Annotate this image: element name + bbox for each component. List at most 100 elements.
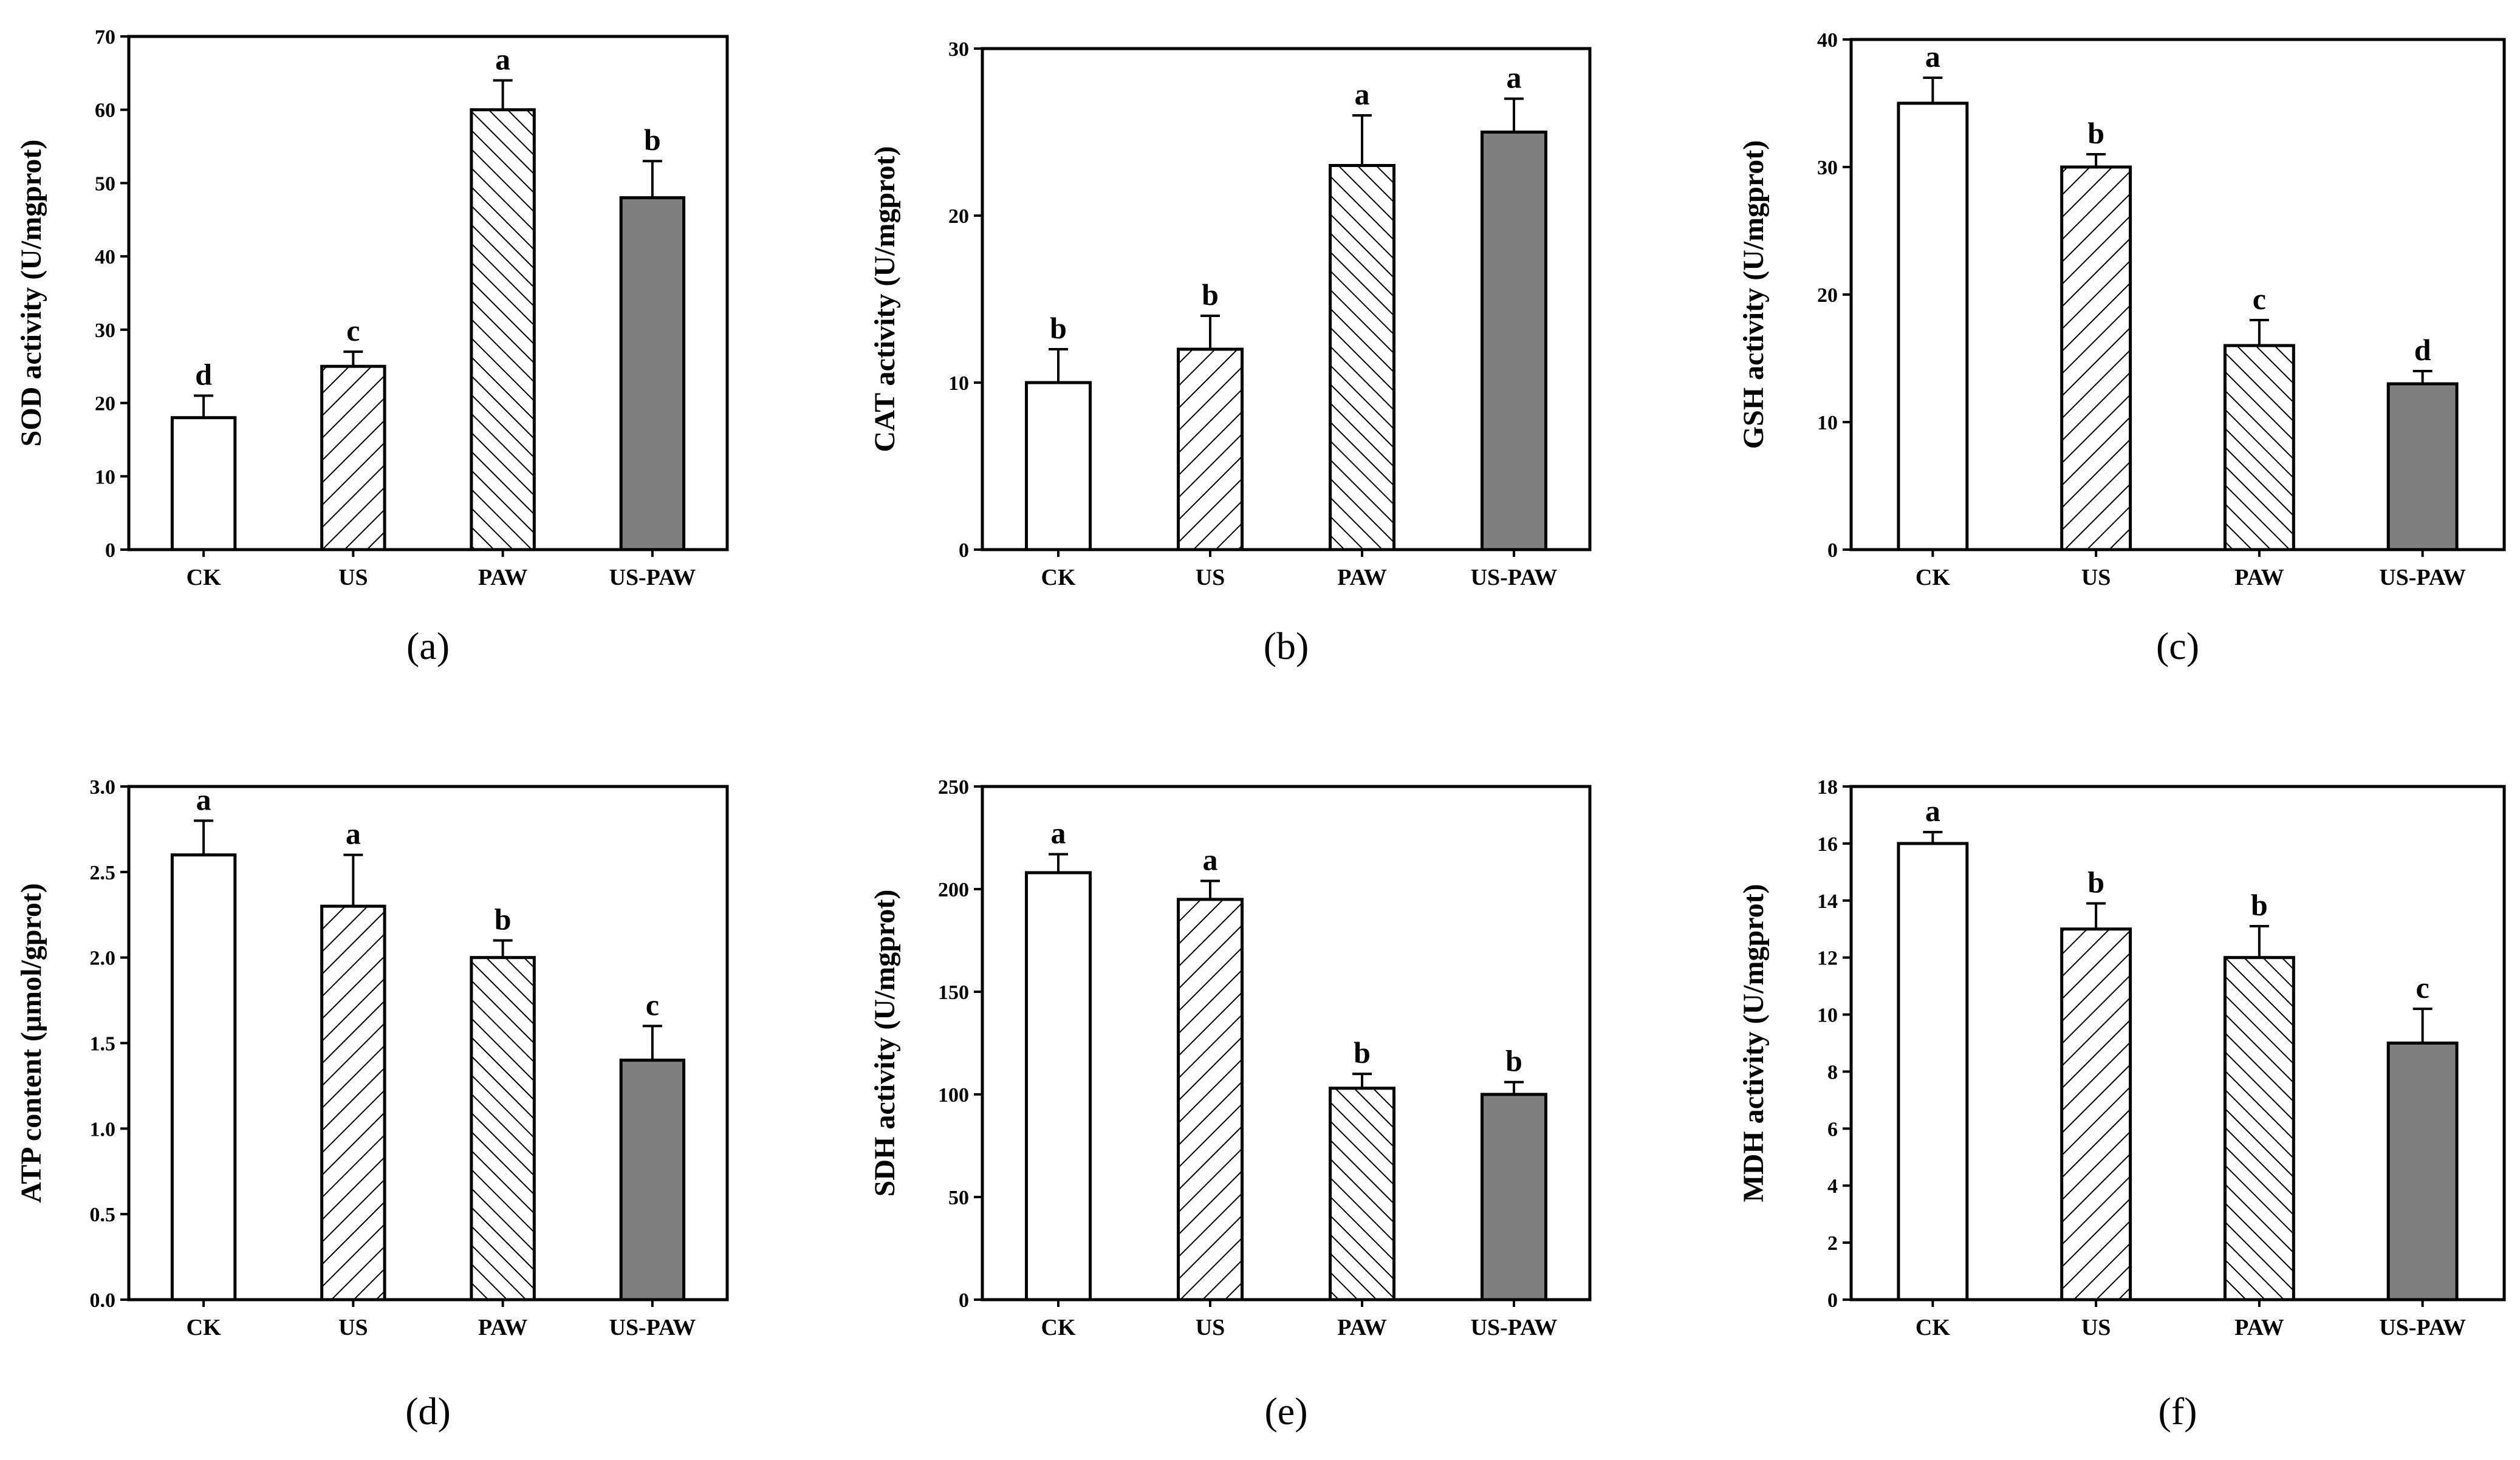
significance-letter: d (2414, 333, 2431, 367)
y-tick-label: 40 (95, 246, 115, 268)
y-tick-label: 20 (1817, 284, 1838, 307)
y-axis-title: GSH activity (U/mgprot) (1738, 140, 1770, 449)
y-axis-title: CAT activity (U/mgprot) (869, 146, 901, 452)
bar (170, 853, 237, 1301)
bar (1897, 101, 1969, 551)
bar (470, 956, 536, 1301)
category-label: US (2081, 1315, 2111, 1340)
y-axis-title: SDH activity (U/mgprot) (869, 890, 901, 1197)
y-tick-label: 30 (1817, 157, 1838, 179)
bar (1025, 871, 1092, 1301)
y-tick-label: 20 (948, 205, 969, 228)
chart-panel: 0.0 0.5 1.0 1.5 2.0 2.5 3.0 ATP content (μmol/g… (15, 776, 729, 1433)
y-axis-title: ATP content (μmol/gprot) (15, 883, 47, 1203)
y-tick-label: 250 (938, 776, 969, 799)
category-label: PAW (1337, 565, 1387, 590)
category-label: US (1196, 565, 1225, 590)
bar (619, 196, 686, 551)
category-label: US-PAW (609, 565, 696, 590)
category-label: PAW (2234, 1315, 2284, 1340)
y-axis-title: MDH activity (U/mgprot) (1738, 884, 1770, 1202)
y-tick-label: 0 (105, 539, 115, 562)
chart-panel: 0 2 4 6 8 10 12 14 16 18 MDH activity (U/mgprot) a C… (1738, 776, 2506, 1433)
y-tick-label: 1.0 (90, 1118, 116, 1141)
y-tick-label: 10 (1817, 412, 1838, 434)
y-tick-label: 10 (1817, 1005, 1838, 1027)
bar (1481, 1093, 1547, 1301)
category-label: US-PAW (1471, 565, 1558, 590)
category-label: PAW (478, 565, 528, 590)
significance-letter: a (495, 42, 510, 76)
significance-letter: b (2087, 865, 2104, 899)
significance-letter: b (1050, 311, 1067, 345)
y-tick-label: 6 (1827, 1118, 1838, 1141)
bar (2223, 956, 2295, 1301)
y-tick-label: 0 (959, 539, 969, 562)
bar (320, 904, 386, 1301)
y-tick-label: 0.5 (90, 1204, 116, 1226)
y-tick-label: 12 (1817, 947, 1838, 970)
y-tick-label: 0 (1827, 1289, 1838, 1312)
y-tick-label: 0 (1827, 539, 1838, 562)
bar (1177, 347, 1244, 551)
panel-label: (f) (2159, 1390, 2197, 1433)
bar (1177, 898, 1244, 1301)
category-label: US (2081, 565, 2111, 590)
bar (1329, 1086, 1395, 1301)
category-label: CK (1916, 1315, 1950, 1340)
significance-letter: a (1355, 77, 1370, 111)
bar (2223, 344, 2295, 551)
category-label: CK (1041, 565, 1076, 590)
y-tick-label: 18 (1817, 776, 1838, 799)
significance-letter: a (346, 817, 361, 851)
significance-letter: c (646, 988, 659, 1022)
significance-letter: a (1051, 816, 1066, 850)
category-label: US (1196, 1315, 1225, 1340)
y-tick-label: 0 (959, 1289, 969, 1312)
category-label: PAW (478, 1315, 528, 1340)
y-tick-label: 0.0 (90, 1289, 116, 1312)
y-tick-label: 4 (1827, 1175, 1838, 1198)
significance-letter: a (1925, 39, 1940, 73)
category-label: CK (1916, 565, 1950, 590)
significance-letter: b (1505, 1044, 1522, 1078)
chart-panel: 0 10 20 30 CAT activity (U/mgprot) b CK b US a PAW… (869, 38, 1592, 667)
y-tick-label: 50 (948, 1187, 969, 1209)
bar (170, 416, 237, 551)
category-label: US-PAW (609, 1315, 696, 1340)
plot-frame (127, 35, 729, 551)
chart-panel: 0 10 20 30 40 50 60 70 SOD activity (U/mgprot) d C… (15, 26, 729, 667)
significance-letter: c (2253, 282, 2266, 316)
y-tick-label: 2 (1827, 1232, 1838, 1255)
y-tick-label: 70 (95, 26, 115, 49)
bar (2060, 165, 2132, 551)
y-axis-title: SOD activity (U/mgprot) (15, 140, 47, 447)
y-tick-label: 16 (1817, 833, 1838, 856)
bar (320, 364, 386, 551)
bar (2060, 927, 2132, 1301)
bar (1025, 381, 1092, 551)
bar (2386, 1042, 2459, 1301)
y-tick-label: 8 (1827, 1061, 1838, 1083)
panel-label: (c) (2156, 624, 2199, 667)
y-tick-label: 10 (95, 466, 115, 488)
significance-letter: a (1203, 842, 1218, 876)
significance-letter: b (1354, 1035, 1371, 1069)
y-tick-label: 1.5 (90, 1033, 116, 1056)
y-tick-label: 50 (95, 172, 115, 195)
category-label: US-PAW (2379, 565, 2466, 590)
category-label: US-PAW (2379, 1315, 2466, 1340)
plot-frame (981, 785, 1592, 1301)
significance-letter: d (195, 358, 212, 392)
bar (1329, 164, 1395, 551)
y-tick-label: 30 (948, 38, 969, 61)
y-tick-label: 10 (948, 372, 969, 395)
y-tick-label: 20 (95, 393, 115, 415)
category-label: US (338, 565, 368, 590)
category-label: US-PAW (1471, 1315, 1558, 1340)
y-tick-label: 2.5 (90, 862, 116, 884)
y-tick-label: 14 (1817, 890, 1838, 913)
bar (1897, 842, 1969, 1301)
